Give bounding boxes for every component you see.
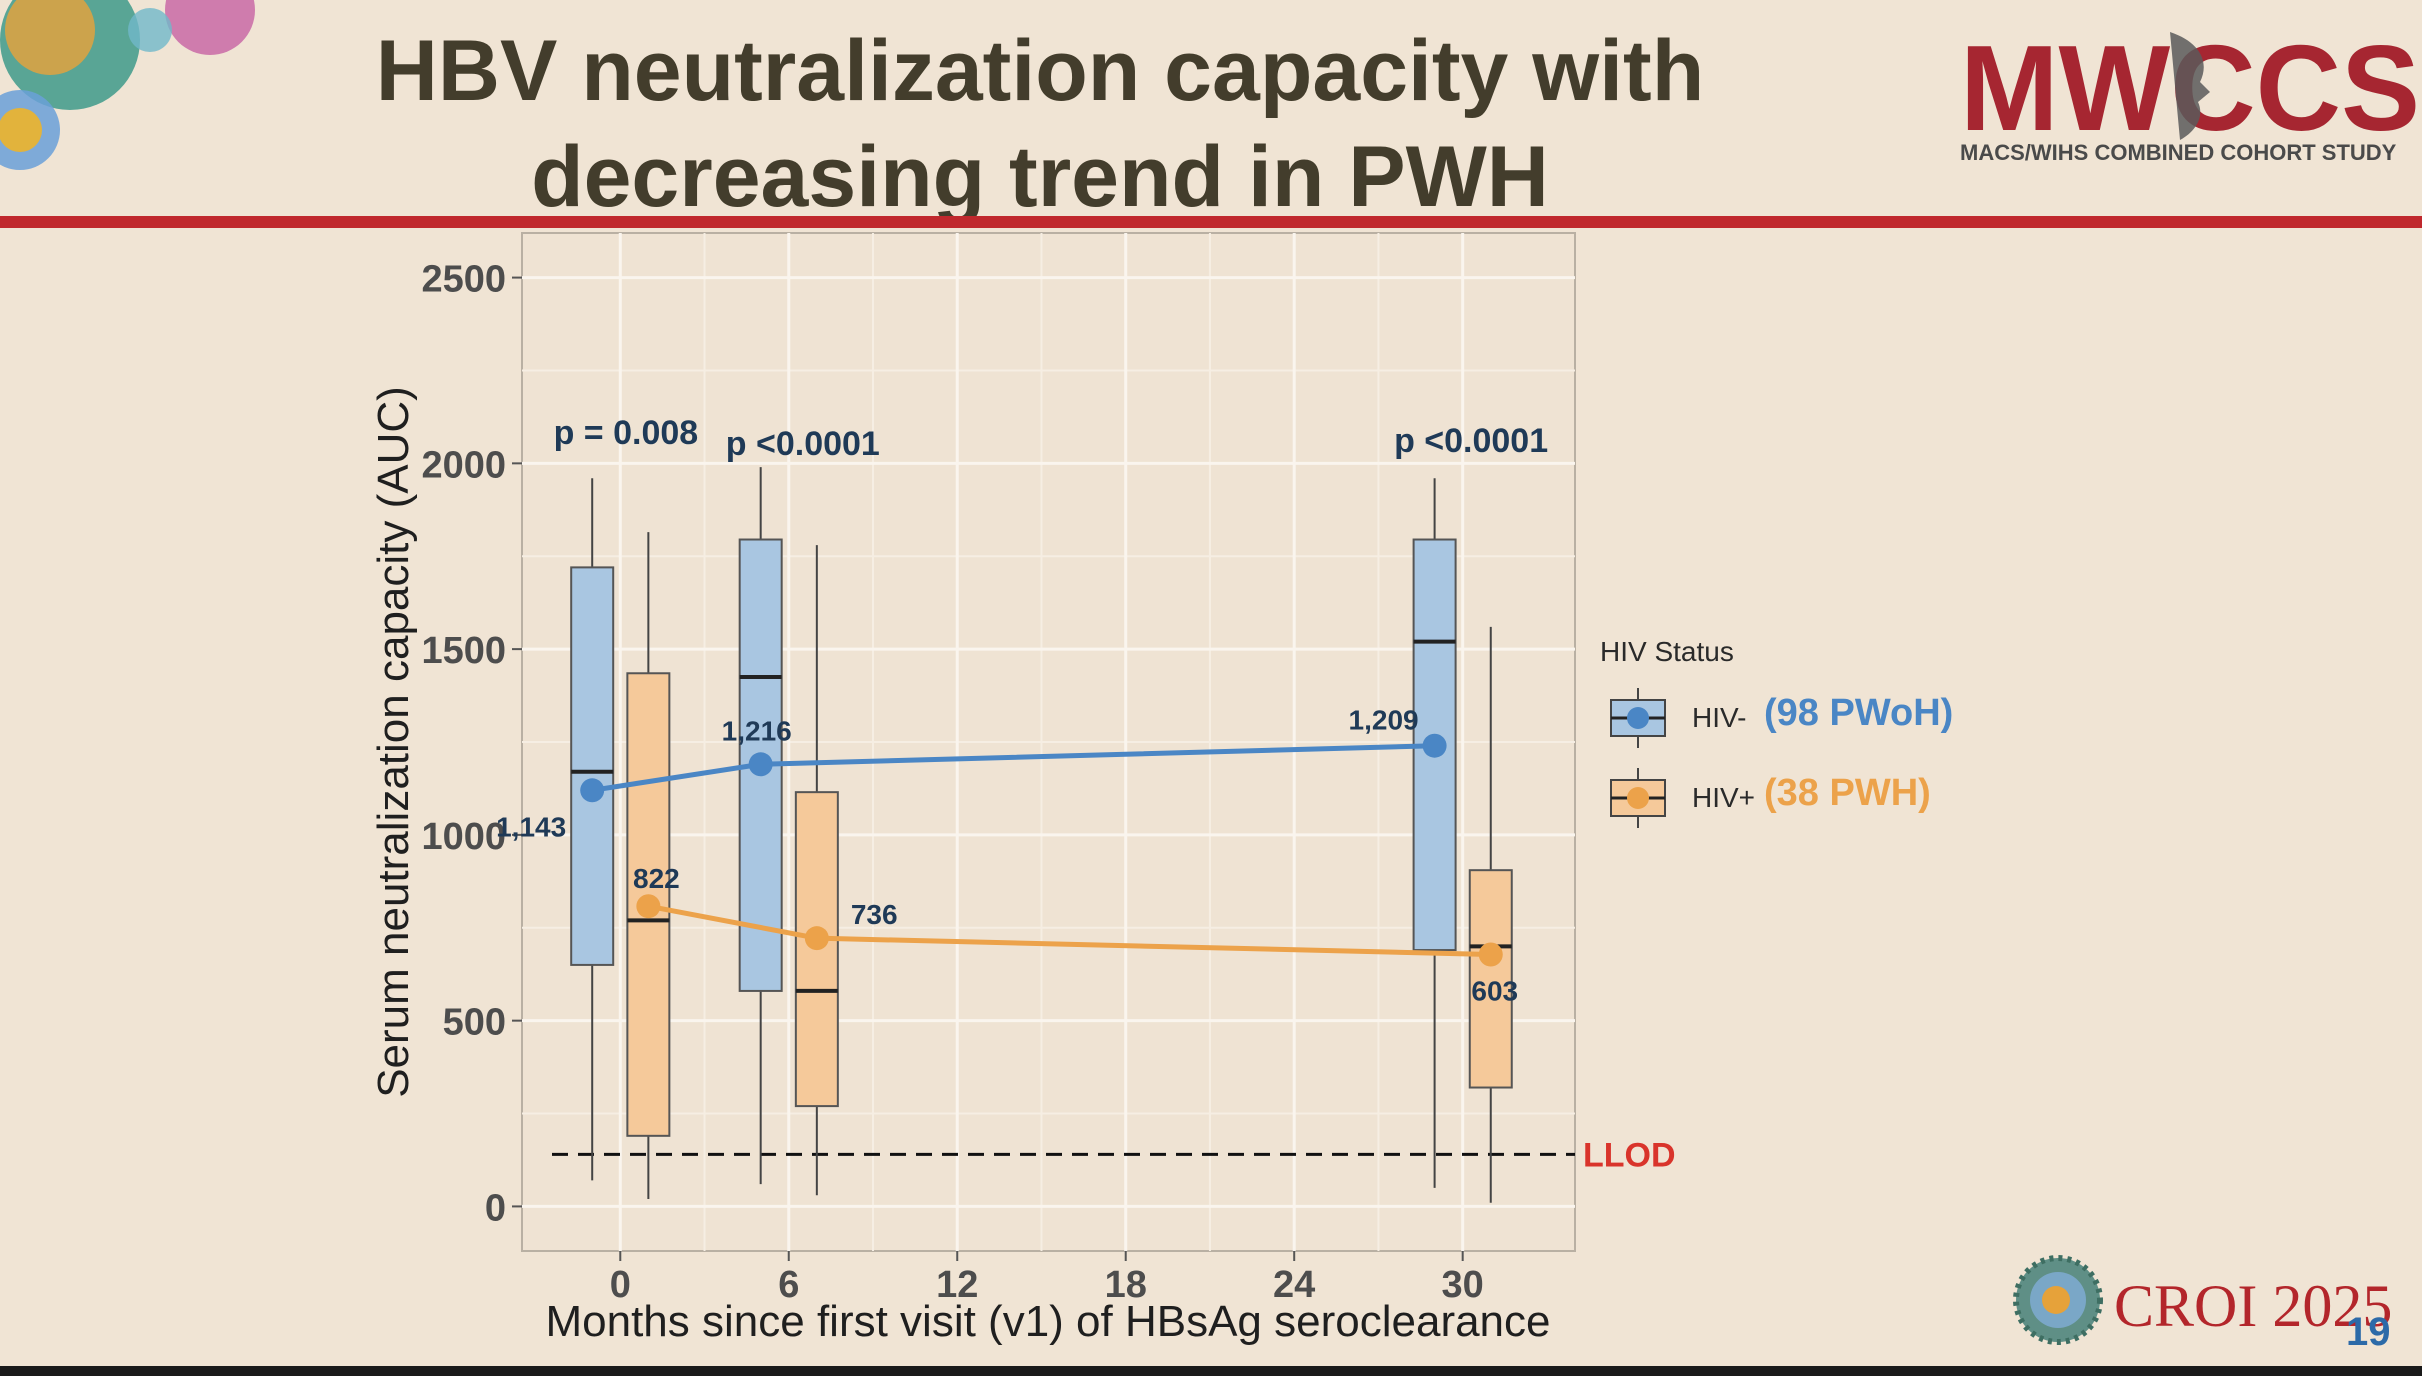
x-axis-label: Months since first visit (v1) of HBsAg s… <box>545 1297 1550 1346</box>
title-line-2: decreasing trend in PWH <box>531 129 1549 225</box>
legend-key-hiv-neg <box>1610 688 1666 748</box>
y-tick-label: 500 <box>443 1002 506 1044</box>
mean-point <box>636 894 661 919</box>
x-tick-label: 30 <box>1442 1264 1484 1306</box>
x-tick-label: 0 <box>610 1264 631 1306</box>
x-tick-label: 24 <box>1273 1264 1315 1306</box>
box-iqr <box>1468 869 1513 1089</box>
mean-point <box>804 926 829 951</box>
box-groups <box>570 467 1513 1203</box>
x-tick-label: 6 <box>778 1264 799 1306</box>
y-axis-label: Serum neutralization capacity (AUC) <box>369 386 418 1098</box>
page-number: 19 <box>2346 1310 2391 1354</box>
mean-point <box>580 778 605 803</box>
mean-points: 1,143 1,216 1,209 822 736 603 <box>496 705 1518 1007</box>
mean-label: 1,209 <box>1349 705 1419 736</box>
mean-label: 822 <box>633 863 680 894</box>
p-value-label: p = 0.008 <box>554 414 699 452</box>
legend-label-hiv-pos: HIV+ <box>1692 782 1756 813</box>
mean-label: 603 <box>1471 976 1518 1007</box>
title-divider <box>0 216 2422 228</box>
bottom-bar <box>0 1366 2422 1376</box>
x-axis: 0 6 12 18 24 30 <box>610 1251 1484 1306</box>
mwccs-logo-subtitle: MACS/WIHS COMBINED COHORT STUDY <box>1960 140 2397 165</box>
mean-point <box>1422 733 1447 758</box>
p-value-label: p <0.0001 <box>726 425 880 463</box>
x-tick-label: 12 <box>936 1264 978 1306</box>
legend-count-hiv-neg: (98 PWoH) <box>1764 692 1954 734</box>
mean-label: 1,143 <box>496 811 566 842</box>
y-tick-label: 2000 <box>421 444 506 486</box>
mean-point <box>748 752 773 777</box>
mean-point <box>1478 942 1503 967</box>
legend-label-hiv-neg: HIV- <box>1692 702 1747 733</box>
profile-silhouette-icon <box>2170 32 2210 140</box>
mean-label: 1,216 <box>722 715 792 746</box>
y-tick-label: 1500 <box>421 630 506 672</box>
conference-name: CROI 2025 <box>2114 1273 2393 1339</box>
title-line-1: HBV neutralization capacity with <box>375 23 1705 119</box>
llod-label: LLOD <box>1583 1136 1676 1174</box>
p-value-label: p <0.0001 <box>1394 422 1548 460</box>
mean-label: 736 <box>851 899 898 930</box>
llod-reference: LLOD <box>552 1136 1676 1174</box>
y-tick-label: 1000 <box>421 816 506 858</box>
virus-illustration <box>0 0 255 170</box>
grid-lines <box>522 233 1575 1251</box>
p-value-labels: p = 0.008 p <0.0001 p <0.0001 <box>554 414 1549 463</box>
mwccs-logo: MWCCS <box>1960 22 2420 156</box>
croi-logo-icon <box>2013 1255 2103 1345</box>
y-tick-label: 0 <box>485 1187 506 1229</box>
legend-count-hiv-pos: (38 PWH) <box>1764 772 1931 814</box>
box-iqr <box>570 566 615 966</box>
slide-title: HBV neutralization capacity with decreas… <box>320 18 1760 230</box>
legend-title: HIV Status <box>1600 636 1734 667</box>
y-axis: 0 500 1000 1500 2000 2500 <box>421 259 522 1229</box>
x-tick-label: 18 <box>1105 1264 1147 1306</box>
legend-key-hiv-pos <box>1610 768 1666 828</box>
y-tick-label: 2500 <box>421 259 506 301</box>
